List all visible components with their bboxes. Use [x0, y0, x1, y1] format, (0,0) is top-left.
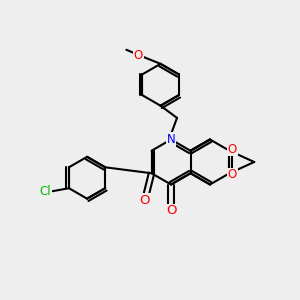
Text: O: O	[134, 49, 143, 62]
Text: Cl: Cl	[40, 185, 51, 198]
Text: O: O	[228, 143, 237, 156]
Text: N: N	[167, 133, 176, 146]
Text: O: O	[166, 204, 176, 218]
Text: O: O	[140, 194, 150, 207]
Text: O: O	[228, 168, 237, 181]
